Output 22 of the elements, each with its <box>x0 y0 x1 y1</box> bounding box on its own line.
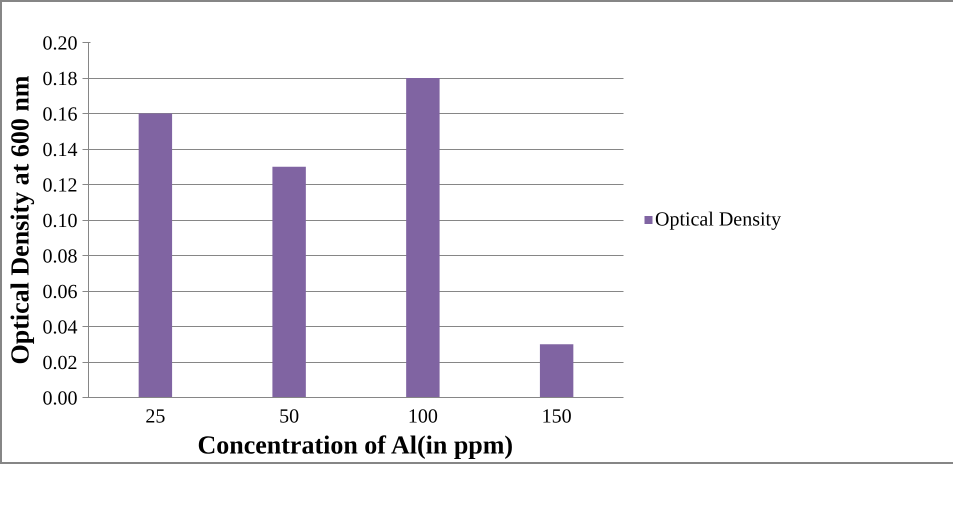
y-tick-label: 0.10 <box>42 210 78 232</box>
bar <box>138 114 172 398</box>
y-tick-label: 0.04 <box>42 316 78 338</box>
bar <box>406 78 440 398</box>
x-tick-label: 100 <box>408 406 438 428</box>
y-tick-label: 0.20 <box>42 32 78 54</box>
y-tick-label: 0.06 <box>42 281 78 303</box>
bar <box>540 344 574 398</box>
y-tick-label: 0.08 <box>42 246 78 268</box>
y-tick-label: 0.02 <box>42 352 78 374</box>
y-axis-title: Optical Density at 600 nm <box>6 75 34 364</box>
x-tick-label: 50 <box>279 406 300 428</box>
y-tick-label: 0.14 <box>42 139 78 161</box>
y-tick-label: 0.00 <box>42 388 78 410</box>
x-tick-label: 25 <box>145 406 166 428</box>
x-axis-title: Concentration of Al(in ppm) <box>197 430 514 460</box>
y-tick-label: 0.18 <box>42 68 78 90</box>
y-tick-label: 0.12 <box>42 174 78 196</box>
legend-label: Optical Density <box>655 208 782 231</box>
y-tick-label: 0.16 <box>42 104 78 126</box>
bar <box>272 166 306 398</box>
x-tick-label: 150 <box>542 406 572 428</box>
